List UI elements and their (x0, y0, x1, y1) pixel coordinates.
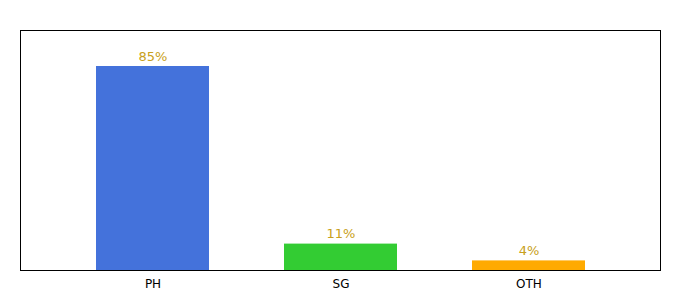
svg-text:4%: 4% (519, 243, 540, 258)
svg-text:OTH: OTH (516, 277, 542, 291)
svg-text:PH: PH (145, 277, 161, 291)
svg-text:85%: 85% (139, 49, 168, 64)
svg-text:SG: SG (333, 277, 350, 291)
svg-text:11%: 11% (327, 226, 356, 241)
